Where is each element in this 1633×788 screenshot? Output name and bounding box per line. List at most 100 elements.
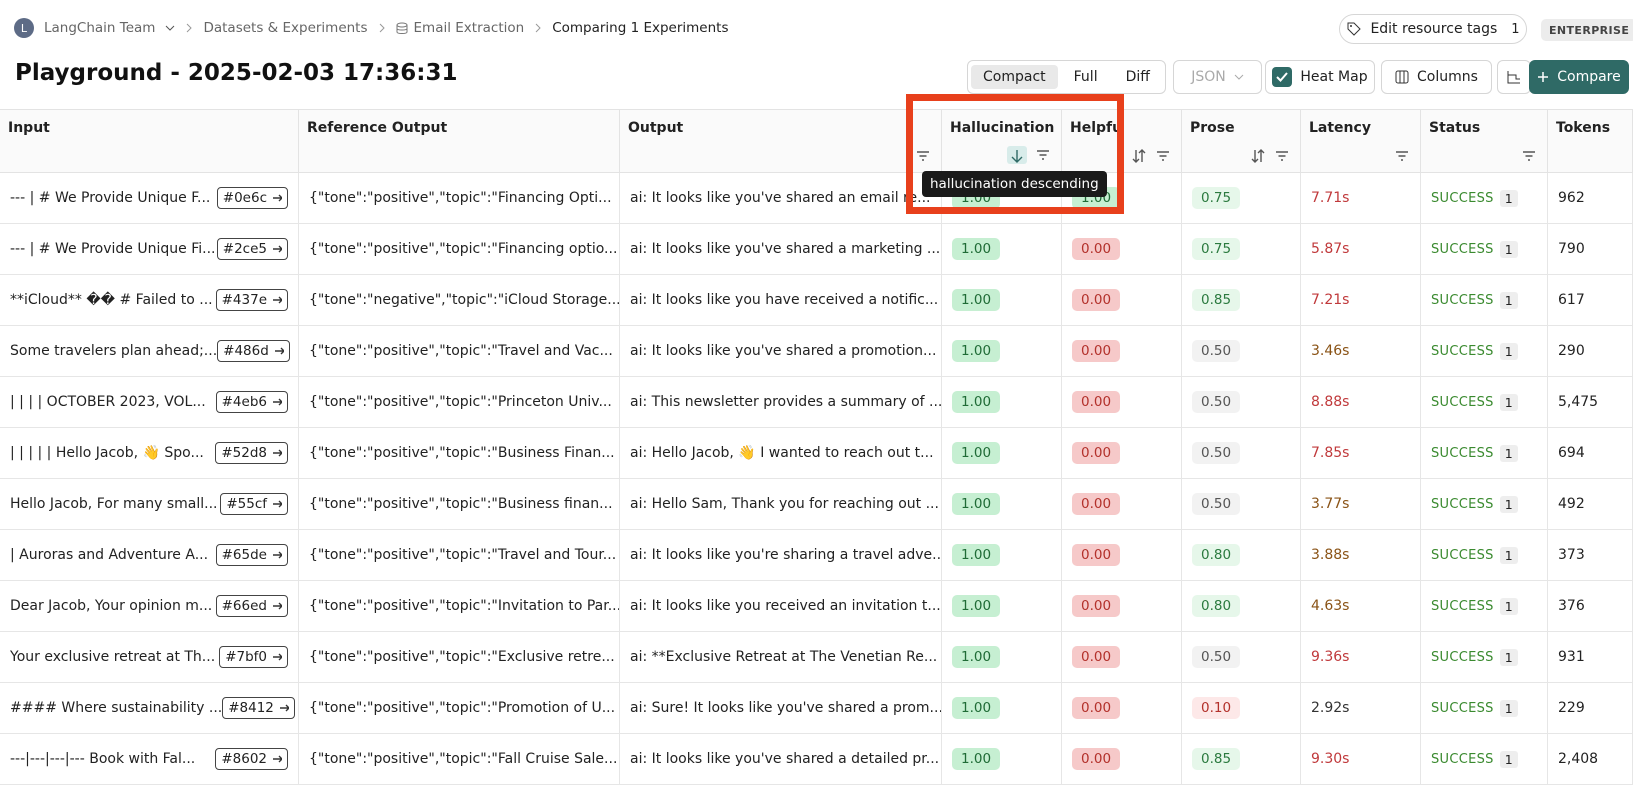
example-id[interactable]: #52d8 — [215, 442, 288, 464]
score-pill[interactable]: 1.00 — [952, 544, 1001, 566]
filter-icon[interactable] — [1521, 148, 1537, 164]
status-count: 1 — [1499, 546, 1518, 564]
input-text: #### Where sustainability ... — [10, 700, 223, 716]
score-pill[interactable]: 0.10 — [1192, 697, 1241, 719]
avatar[interactable]: L — [14, 18, 34, 38]
score-pill[interactable]: 0.00 — [1072, 646, 1121, 668]
compare-button[interactable]: Compare — [1529, 60, 1629, 94]
arrow-icon[interactable] — [270, 190, 282, 206]
score-pill[interactable]: 0.00 — [1072, 595, 1121, 617]
example-id[interactable]: #2ce5 — [216, 238, 288, 260]
example-id[interactable]: #0e6c — [216, 187, 288, 209]
arrow-icon[interactable] — [270, 394, 282, 410]
tokens-cell: 962 — [1548, 173, 1633, 224]
status: SUCCESS — [1431, 190, 1494, 206]
example-id[interactable]: #4eb6 — [215, 391, 288, 413]
score-pill[interactable]: 0.50 — [1192, 391, 1241, 413]
example-id[interactable]: #8412 — [222, 697, 295, 719]
score-pill[interactable]: 0.85 — [1192, 289, 1241, 311]
arrow-icon[interactable] — [270, 496, 282, 512]
example-id[interactable]: #437e — [215, 289, 288, 311]
score-pill[interactable]: 1.00 — [952, 238, 1001, 260]
arrow-icon[interactable] — [270, 547, 282, 563]
view-option[interactable]: Diff — [1125, 69, 1150, 85]
score-pill[interactable]: 0.75 — [1192, 187, 1241, 209]
layout-button[interactable] — [1497, 60, 1531, 94]
column-header[interactable]: Hallucination — [942, 110, 1062, 173]
score-pill[interactable]: 0.00 — [1072, 748, 1121, 770]
score-pill[interactable]: 0.80 — [1192, 595, 1241, 617]
arrow-icon[interactable] — [270, 751, 282, 767]
arrow-icon[interactable] — [272, 343, 284, 359]
arrow-icon[interactable] — [270, 649, 282, 665]
latency-cell: 2.92s — [1301, 683, 1421, 734]
score-pill[interactable]: 1.00 — [952, 340, 1001, 362]
score-pill[interactable]: 0.00 — [1072, 391, 1121, 413]
view-option[interactable]: Full — [1073, 69, 1098, 85]
header-icons — [1250, 148, 1290, 164]
score-pill[interactable]: 0.50 — [1192, 646, 1241, 668]
column-header[interactable]: Reference Output — [299, 110, 620, 173]
crumb[interactable]: Datasets & Experiments — [203, 20, 368, 36]
score-pill[interactable]: 0.75 — [1192, 238, 1241, 260]
score-pill[interactable]: 0.50 — [1192, 340, 1241, 362]
example-id[interactable]: #8602 — [215, 748, 288, 770]
score-pill[interactable]: 1.00 — [952, 442, 1001, 464]
filter-icon[interactable] — [1035, 147, 1051, 163]
score-pill[interactable]: 0.00 — [1072, 238, 1121, 260]
filter-icon[interactable] — [915, 148, 931, 164]
score-pill[interactable]: 1.00 — [952, 289, 1001, 311]
arrow-icon[interactable] — [270, 241, 282, 257]
input-text: --- | # We Provide Unique Fi... — [10, 241, 216, 257]
column-header[interactable]: Input — [0, 110, 299, 173]
filter-icon[interactable] — [1274, 148, 1290, 164]
score-pill[interactable]: 1.00 — [952, 595, 1001, 617]
format-select[interactable]: JSON — [1173, 60, 1262, 94]
column-header[interactable]: Latency — [1301, 110, 1421, 173]
filter-icon[interactable] — [1155, 148, 1171, 164]
column-header[interactable]: Output — [620, 110, 942, 173]
view-option[interactable]: Compact — [971, 65, 1058, 89]
column-header[interactable]: Status — [1421, 110, 1548, 173]
sort-desc-icon[interactable] — [1009, 148, 1025, 164]
score-pill[interactable]: 0.50 — [1192, 493, 1241, 515]
example-id[interactable]: #486d — [217, 340, 290, 362]
column-header[interactable]: Prose — [1182, 110, 1301, 173]
arrow-icon[interactable] — [270, 445, 282, 461]
score-pill[interactable]: 0.00 — [1072, 289, 1121, 311]
columns-button[interactable]: Columns — [1381, 60, 1492, 94]
edit-tags-button[interactable]: Edit resource tags 1 — [1339, 14, 1527, 44]
crumb[interactable]: LangChain Team — [44, 20, 156, 36]
column-header[interactable]: Helpfu — [1062, 110, 1182, 173]
score-pill[interactable]: 1.00 — [952, 748, 1001, 770]
score-pill[interactable]: 1.00 — [952, 493, 1001, 515]
column-header[interactable]: Tokens — [1548, 110, 1633, 173]
arrow-icon[interactable] — [270, 598, 282, 614]
score-pill[interactable]: 1.00 — [952, 646, 1001, 668]
score-cell: 0.00 — [1062, 530, 1182, 581]
score-pill[interactable]: 0.85 — [1192, 748, 1241, 770]
filter-icon[interactable] — [1394, 148, 1410, 164]
score-pill[interactable]: 1.00 — [952, 391, 1001, 413]
example-id[interactable]: #7bf0 — [219, 646, 288, 668]
sort-active[interactable] — [1007, 146, 1027, 164]
heatmap-toggle[interactable]: Heat Map — [1265, 60, 1375, 94]
score-pill[interactable]: 0.00 — [1072, 544, 1121, 566]
example-id[interactable]: #66ed — [215, 595, 288, 617]
score-pill[interactable]: 0.00 — [1072, 493, 1121, 515]
score-pill[interactable]: 1.00 — [952, 697, 1001, 719]
score-pill[interactable]: 0.50 — [1192, 442, 1241, 464]
score-pill[interactable]: 0.80 — [1192, 544, 1241, 566]
score-pill[interactable]: 0.00 — [1072, 442, 1121, 464]
score-pill[interactable]: 0.00 — [1072, 340, 1121, 362]
sort-icon[interactable] — [1250, 148, 1266, 164]
page-title: Playground - 2025-02-03 17:36:31 — [15, 60, 458, 86]
status: SUCCESS — [1431, 394, 1494, 410]
crumb[interactable]: Email Extraction — [413, 20, 525, 36]
example-id[interactable]: #55cf — [220, 493, 288, 515]
arrow-icon[interactable] — [270, 292, 282, 308]
arrow-icon[interactable] — [277, 700, 289, 716]
example-id[interactable]: #65de — [215, 544, 288, 566]
sort-icon[interactable] — [1131, 148, 1147, 164]
score-pill[interactable]: 0.00 — [1072, 697, 1121, 719]
